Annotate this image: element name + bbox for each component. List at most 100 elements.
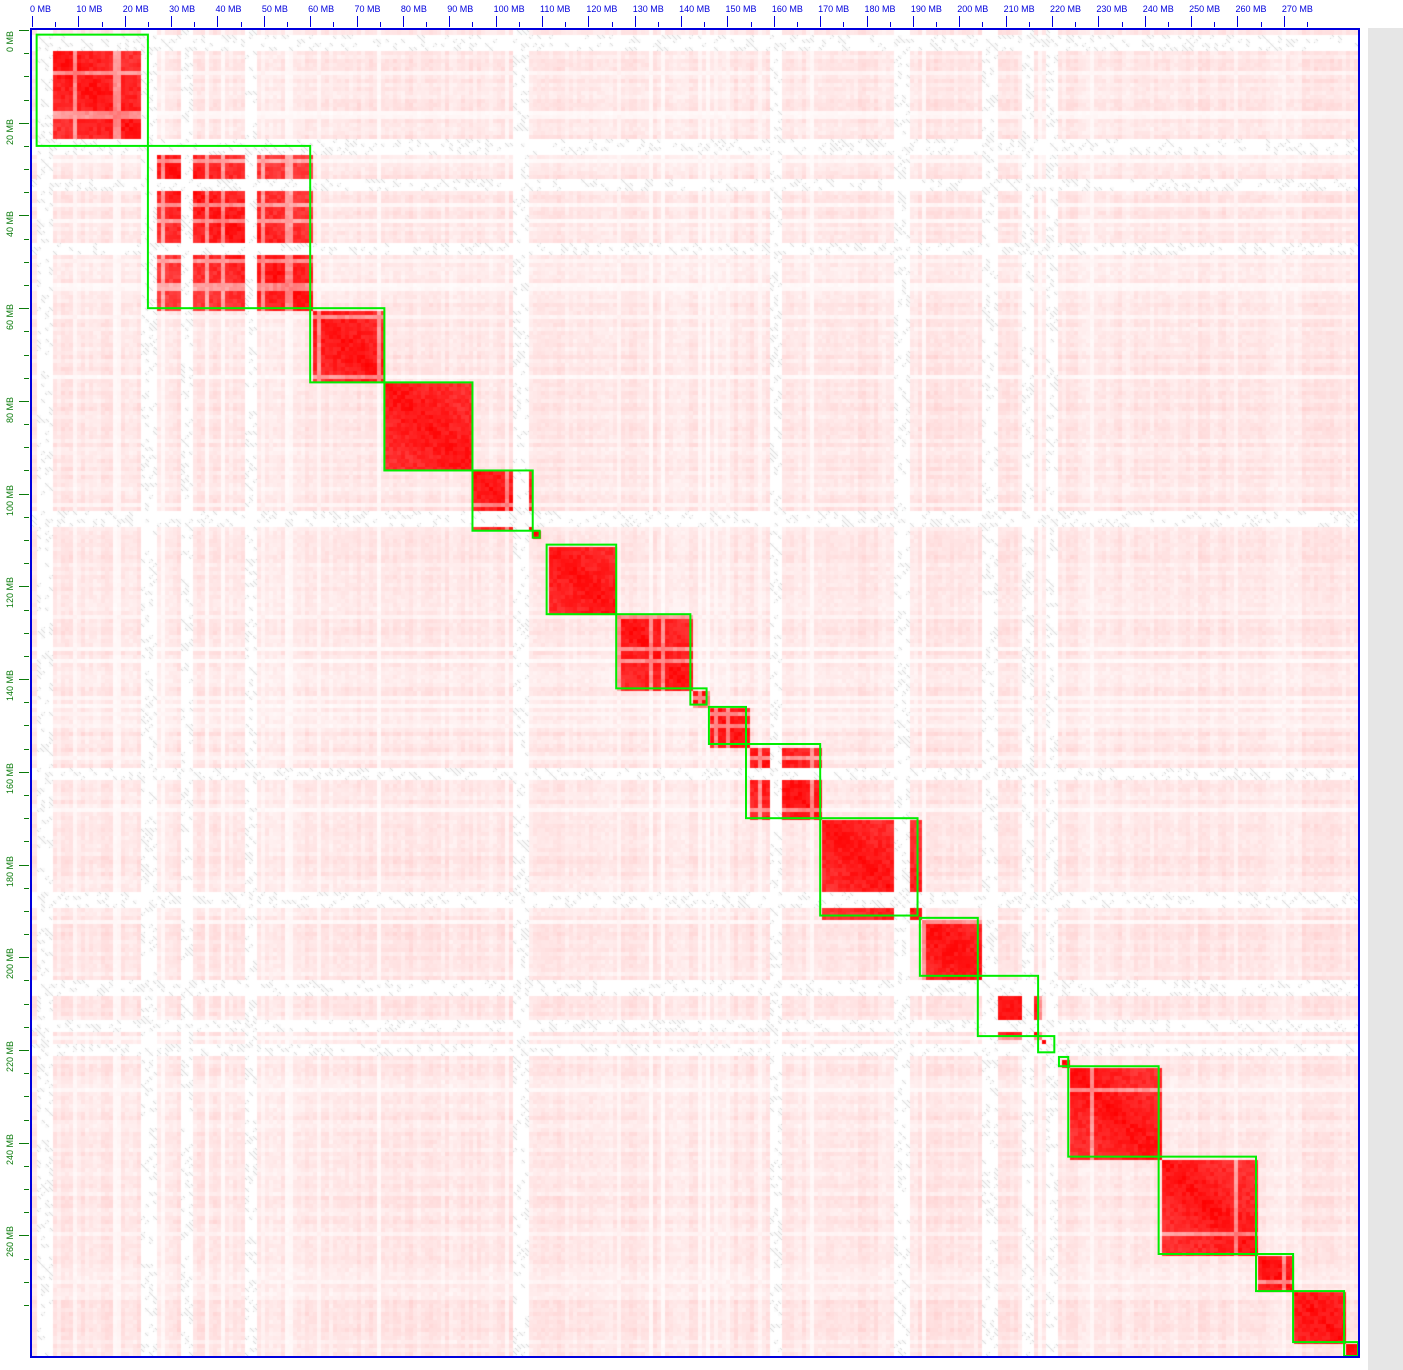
x-tick-mark bbox=[588, 16, 590, 27]
y-tick-label: 240 MB bbox=[5, 1133, 15, 1165]
y-minor-tick bbox=[24, 447, 29, 449]
domain-outline[interactable] bbox=[976, 974, 1040, 1038]
x-tick-mark bbox=[727, 16, 729, 27]
x-tick-label: 190 MB bbox=[910, 4, 942, 14]
x-tick-mark bbox=[1144, 16, 1146, 27]
y-minor-tick bbox=[24, 354, 29, 356]
domain-outline[interactable] bbox=[146, 144, 312, 310]
x-tick-label: 130 MB bbox=[632, 4, 664, 14]
x-tick-mark bbox=[1005, 16, 1007, 27]
x-tick-label: 80 MB bbox=[400, 4, 427, 14]
y-tick-label: 260 MB bbox=[5, 1226, 15, 1258]
y-tick-mark bbox=[19, 679, 29, 681]
domain-outline[interactable] bbox=[531, 529, 541, 539]
x-tick-label: 200 MB bbox=[957, 4, 989, 14]
x-tick-mark bbox=[634, 16, 636, 27]
contact-heatmap[interactable] bbox=[32, 30, 1358, 1356]
y-minor-tick bbox=[24, 1165, 29, 1167]
y-tick-label: 140 MB bbox=[5, 670, 15, 702]
domain-outline[interactable] bbox=[819, 817, 919, 917]
x-axis-ruler: 0 MB 10 MB 20 MB 30 MB 40 MB 50 MB 60 MB 70 MB 8… bbox=[0, 0, 1403, 28]
y-tick-label: 180 MB bbox=[5, 855, 15, 887]
x-minor-tick bbox=[426, 22, 428, 27]
x-minor-tick bbox=[704, 22, 706, 27]
x-tick-mark bbox=[32, 16, 33, 27]
x-tick-mark bbox=[263, 16, 265, 27]
x-tick-mark bbox=[1052, 16, 1053, 27]
domain-outline[interactable] bbox=[1255, 1253, 1295, 1293]
y-minor-tick bbox=[24, 516, 29, 518]
y-minor-tick bbox=[24, 702, 29, 704]
x-tick-mark bbox=[959, 16, 961, 27]
x-minor-tick bbox=[147, 22, 149, 27]
x-tick-label: 240 MB bbox=[1142, 4, 1174, 14]
y-minor-tick bbox=[24, 192, 29, 194]
x-tick-mark bbox=[449, 16, 451, 27]
x-minor-tick bbox=[936, 22, 938, 27]
y-tick-label: 200 MB bbox=[5, 948, 15, 980]
domain-outline[interactable] bbox=[745, 743, 822, 820]
y-tick-mark bbox=[19, 122, 29, 124]
x-tick-mark bbox=[78, 16, 80, 27]
y-tick-mark bbox=[19, 586, 29, 588]
x-minor-tick bbox=[565, 22, 567, 27]
x-minor-tick bbox=[1214, 22, 1216, 27]
x-tick-mark bbox=[820, 16, 822, 27]
x-minor-tick bbox=[1307, 22, 1308, 27]
y-minor-tick bbox=[24, 934, 29, 936]
y-tick-mark bbox=[19, 957, 29, 959]
x-minor-tick bbox=[1121, 22, 1123, 27]
x-tick-label: 60 MB bbox=[308, 4, 335, 14]
y-minor-tick bbox=[24, 377, 29, 379]
y-tick-mark bbox=[19, 1142, 29, 1144]
x-minor-tick bbox=[101, 22, 103, 27]
domain-outline[interactable] bbox=[1057, 1055, 1070, 1068]
x-tick-label: 270 MB bbox=[1281, 4, 1313, 14]
domain-outline[interactable] bbox=[707, 705, 748, 746]
x-tick-label: 0 MB bbox=[30, 4, 52, 14]
domain-outline[interactable] bbox=[1292, 1290, 1346, 1344]
domain-outline[interactable] bbox=[615, 613, 692, 690]
y-tick-mark bbox=[19, 493, 29, 495]
domain-outline[interactable] bbox=[918, 916, 979, 977]
x-tick-label: 150 MB bbox=[725, 4, 757, 14]
x-tick-label: 10 MB bbox=[76, 4, 103, 14]
y-minor-tick bbox=[24, 53, 29, 55]
x-tick-label: 140 MB bbox=[679, 4, 711, 14]
x-tick-label: 260 MB bbox=[1235, 4, 1267, 14]
x-minor-tick bbox=[333, 22, 335, 27]
x-minor-tick bbox=[611, 22, 613, 27]
domain-outline[interactable] bbox=[1067, 1065, 1160, 1158]
x-tick-mark bbox=[1191, 16, 1193, 27]
y-tick-mark bbox=[19, 1050, 29, 1051]
y-tick-label: 60 MB bbox=[5, 304, 15, 331]
x-tick-mark bbox=[1098, 16, 1100, 27]
y-minor-tick bbox=[24, 1258, 29, 1260]
domain-outline[interactable] bbox=[545, 543, 618, 616]
y-minor-tick bbox=[24, 563, 29, 565]
domain-outline[interactable] bbox=[689, 687, 708, 706]
y-tick-label: 0 MB bbox=[5, 30, 15, 52]
y-minor-tick bbox=[24, 818, 29, 820]
domain-outline[interactable] bbox=[1343, 1341, 1358, 1356]
domain-outline[interactable] bbox=[471, 469, 534, 532]
x-minor-tick bbox=[287, 22, 288, 27]
x-tick-mark bbox=[495, 16, 497, 27]
domain-outline[interactable] bbox=[1157, 1155, 1257, 1255]
side-panel bbox=[1368, 28, 1403, 1370]
domain-overlay bbox=[35, 33, 1358, 1356]
x-minor-tick bbox=[194, 22, 196, 27]
domain-outline[interactable] bbox=[1037, 1035, 1056, 1054]
x-tick-label: 250 MB bbox=[1189, 4, 1221, 14]
domain-outline[interactable] bbox=[35, 33, 149, 147]
domain-outline[interactable] bbox=[383, 381, 474, 472]
x-tick-mark bbox=[356, 16, 358, 27]
y-minor-tick bbox=[24, 285, 29, 286]
contact-map-frame[interactable] bbox=[30, 28, 1360, 1358]
y-tick-label: 20 MB bbox=[5, 118, 15, 145]
x-tick-label: 50 MB bbox=[261, 4, 288, 14]
x-tick-label: 70 MB bbox=[354, 4, 381, 14]
domain-outline[interactable] bbox=[309, 307, 386, 384]
y-minor-tick bbox=[24, 1003, 29, 1005]
y-tick-mark bbox=[19, 864, 29, 866]
